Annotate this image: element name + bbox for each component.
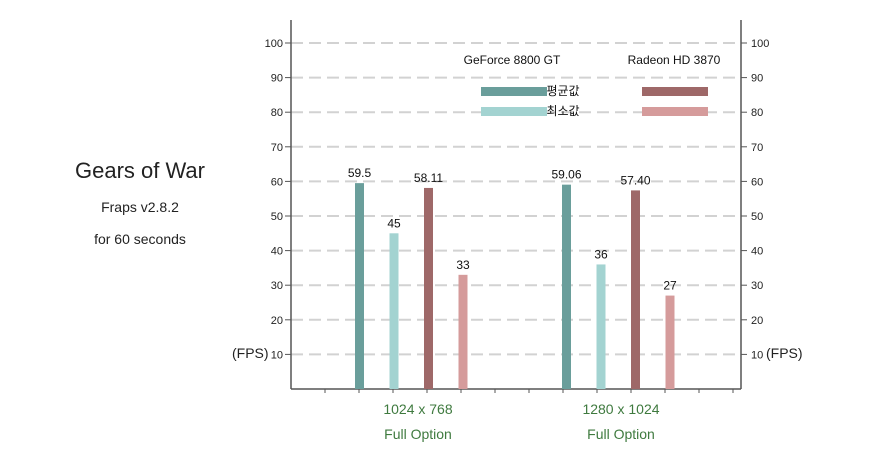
- left-tick-label: 20: [271, 315, 283, 327]
- category-label-2-line1: 1280 x 1024: [582, 401, 660, 417]
- bar-value-label: 45: [387, 216, 401, 230]
- legend-column-title: GeForce 8800 GT: [464, 53, 561, 67]
- category-label-2-line2: Full Option: [587, 426, 655, 442]
- bar: [355, 183, 364, 389]
- right-tick-label: 70: [751, 142, 763, 154]
- bar-value-label: 59.06: [551, 168, 581, 182]
- legend-column-title: Radeon HD 3870: [628, 53, 721, 67]
- bar: [562, 184, 571, 389]
- legend-swatch: [481, 87, 547, 96]
- bar: [596, 264, 606, 389]
- bar-value-label: 27: [663, 279, 677, 293]
- category-label-1-line1: 1024 x 768: [383, 401, 453, 417]
- bar-value-label: 33: [456, 258, 470, 272]
- left-tick-label: 40: [271, 246, 283, 258]
- left-axis-unit: (FPS): [232, 345, 269, 361]
- right-tick-label: 50: [751, 211, 763, 223]
- legend-swatch: [642, 107, 708, 116]
- right-tick-label: 40: [751, 246, 763, 258]
- right-tick-label: 10: [751, 349, 763, 361]
- bar: [665, 295, 675, 389]
- category-label-1-line2: Full Option: [384, 426, 452, 442]
- chart-subtitle-duration: for 60 seconds: [94, 231, 186, 247]
- bar: [424, 187, 433, 389]
- right-axis-unit: (FPS): [766, 345, 803, 361]
- left-tick-label: 60: [271, 176, 283, 188]
- bar: [458, 274, 468, 389]
- right-tick-label: 20: [751, 315, 763, 327]
- right-tick-label: 80: [751, 107, 763, 119]
- bar-value-label: 59.5: [348, 166, 372, 180]
- left-tick-label: 100: [265, 38, 283, 50]
- bar-value-label: 36: [594, 247, 608, 261]
- left-tick-label: 80: [271, 107, 283, 119]
- bar: [631, 190, 640, 389]
- chart-subtitle-tool: Fraps v2.8.2: [101, 199, 179, 215]
- bar-value-label: 58.11: [414, 171, 443, 185]
- right-tick-label: 100: [751, 38, 769, 50]
- left-tick-label: 10: [271, 349, 283, 361]
- legend-swatch: [642, 87, 708, 96]
- bar-value-label: 57.40: [620, 173, 650, 187]
- right-tick-label: 30: [751, 280, 763, 292]
- bar: [389, 233, 399, 389]
- left-tick-label: 30: [271, 280, 283, 292]
- left-tick-label: 70: [271, 142, 283, 154]
- chart-title: Gears of War: [75, 158, 205, 183]
- legend-swatch: [481, 107, 547, 116]
- legend-row-label: 최소값: [546, 104, 579, 118]
- left-tick-label: 50: [271, 211, 283, 223]
- right-tick-label: 60: [751, 176, 763, 188]
- category-label-1: 1024 x 768 Full Option: [338, 397, 498, 447]
- legend-row-label: 평균값: [546, 84, 579, 98]
- left-tick-label: 90: [271, 73, 283, 85]
- category-label-2: 1280 x 1024 Full Option: [541, 397, 701, 447]
- right-tick-label: 90: [751, 73, 763, 85]
